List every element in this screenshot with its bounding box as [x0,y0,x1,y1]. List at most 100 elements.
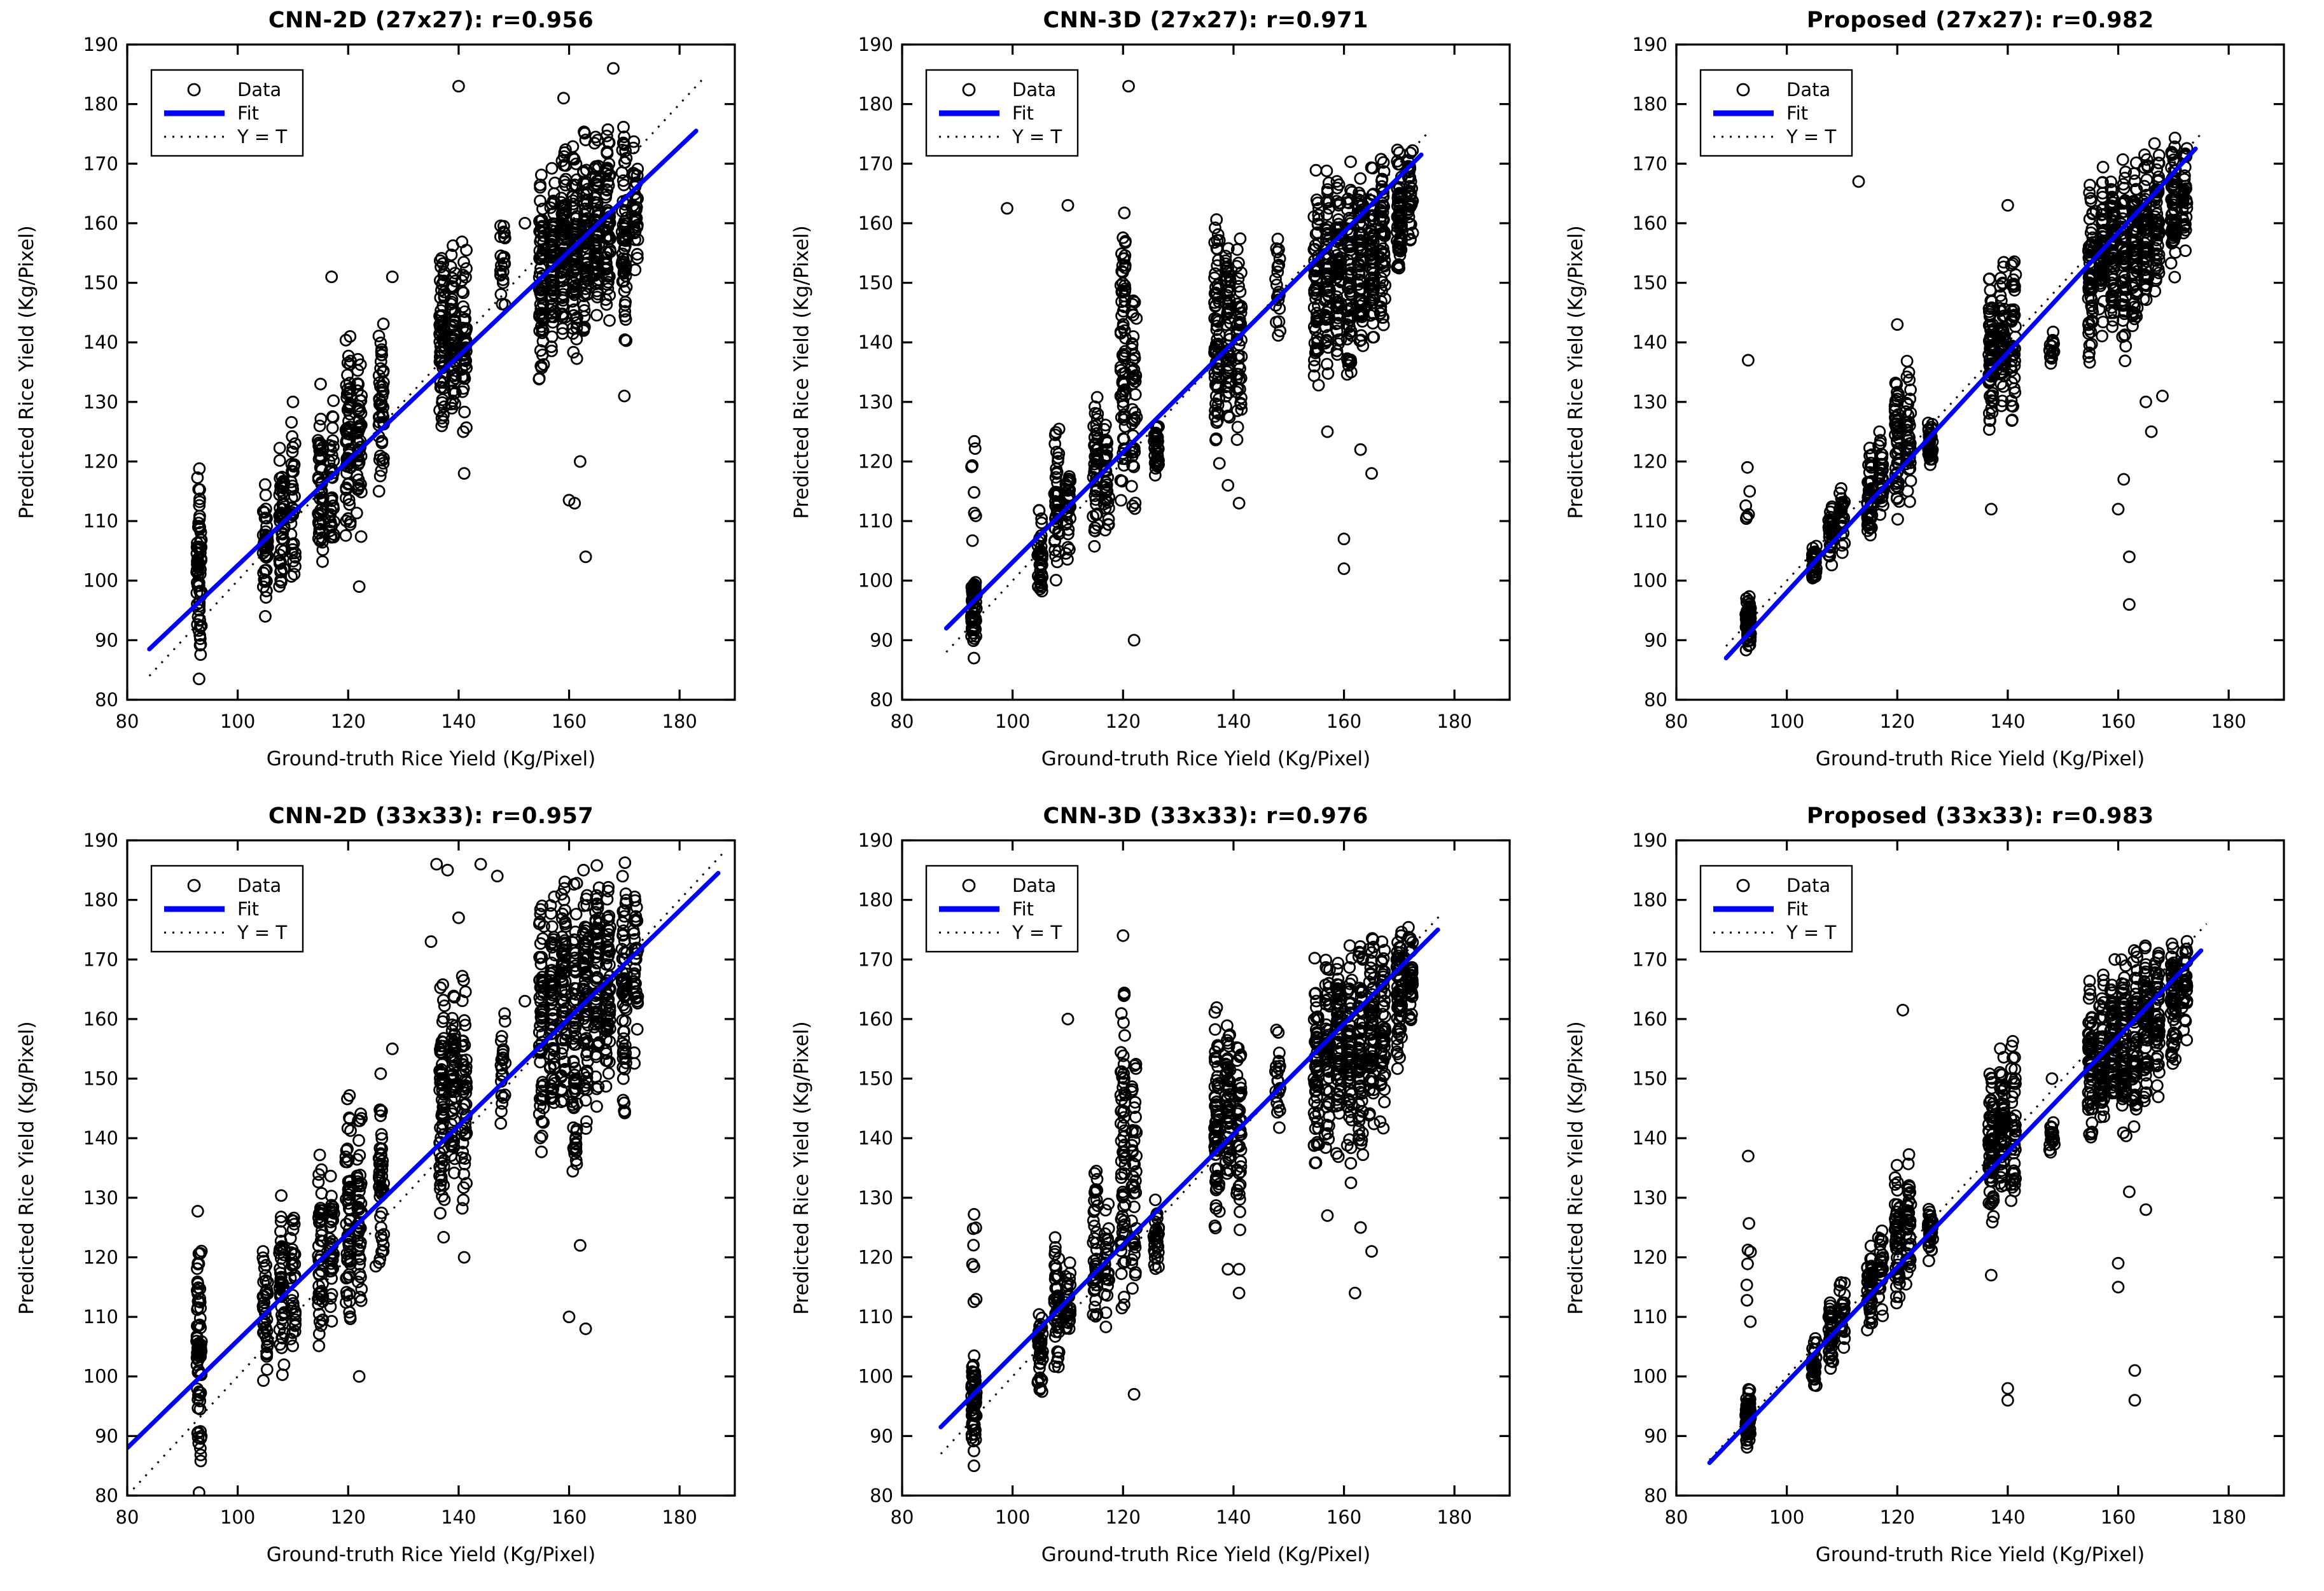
svg-text:140: 140 [1632,331,1667,353]
legend-data-marker-icon [1736,879,1750,892]
svg-text:160: 160 [858,212,893,234]
scatter-plot-canvas: 80 100 120 140 160 18080901001101201301401501… [790,34,1511,770]
subplot-title: CNN-3D (27x27): r=0.971 [1043,8,1368,33]
legend-label: Data [1012,79,1056,101]
svg-text:160: 160 [83,1008,118,1029]
scatter-plot-canvas: 80 100 120 140 160 18080901001101201301401501… [1564,830,2285,1566]
x-tick-labels: 80 100 120 140 160 180 [1665,711,2246,732]
svg-text:80: 80 [95,689,118,711]
svg-text:110: 110 [83,1306,118,1328]
svg-text:90: 90 [95,1425,118,1447]
axis-ticks [901,838,1510,1497]
fit-line [147,129,699,651]
svg-text:120: 120 [331,711,366,732]
svg-text:110: 110 [83,510,118,532]
svg-text:100: 100 [83,1365,118,1387]
svg-text:140: 140 [83,331,118,353]
subplot-cnn3d-27x27: 80 100 120 140 160 180 80 90 100 110 120 130 140 150 1… [775,0,1549,795]
svg-text:140: 140 [1216,711,1251,732]
legend-data-marker-icon [962,83,976,97]
svg-text:100: 100 [1632,570,1667,592]
legend-label: Y = T [1786,922,1836,943]
legend-data-marker-icon [962,879,976,892]
subplot-title: CNN-2D (33x33): r=0.957 [268,803,594,829]
axis-ticks [126,43,735,701]
svg-text:100: 100 [995,711,1030,732]
svg-text:180: 180 [662,711,697,732]
x-axis-label: Ground-truth Rice Yield (Kg/Pixel) [267,747,596,770]
svg-text:190: 190 [83,34,118,55]
identity-line [148,80,703,677]
axis-ticks [126,838,735,1497]
legend-label: Fit [1786,898,1808,920]
svg-text:190: 190 [1632,34,1667,55]
x-tick-labels: 80 100 120 140 160 180 [116,711,697,732]
svg-text:120: 120 [1880,711,1915,732]
legend-data-marker-icon [187,879,201,892]
svg-text:150: 150 [83,1067,118,1089]
subplot-title: CNN-2D (27x27): r=0.956 [268,8,594,33]
svg-text:180: 180 [858,94,893,115]
svg-text:160: 160 [83,212,118,234]
svg-text:120: 120 [1105,711,1140,732]
svg-text:90: 90 [95,629,118,651]
svg-text:190: 190 [858,34,893,55]
fit-line [1707,948,2204,1465]
scatter-plot-canvas: 80 100 120 140 160 18080901001101201301401501… [15,34,736,770]
svg-text:80: 80 [95,1485,118,1506]
svg-text:150: 150 [1632,272,1667,294]
svg-text:90: 90 [870,629,893,651]
svg-text:180: 180 [83,889,118,910]
x-axis-label: Ground-truth Rice Yield (Kg/Pixel) [1816,747,2145,770]
svg-text:180: 180 [2211,711,2246,732]
svg-text:130: 130 [83,1186,118,1208]
svg-text:170: 170 [83,948,118,970]
axis-ticks [901,43,1510,701]
legend-label: Data [1012,875,1056,896]
svg-text:140: 140 [1991,711,2026,732]
svg-text:150: 150 [83,272,118,294]
axis-ticks [1675,838,2285,1497]
legend-data-marker-icon [187,83,201,97]
svg-text:180: 180 [1437,711,1472,732]
axes-box [1675,838,2285,1497]
subplot-cnn2d-33x33: 80 100 120 140 160 180 80 90 100 110 120 130 140 150 1… [0,796,774,1591]
subplot-proposed-33x33: 80 100 120 140 160 180 80 90 100 110 120 130 140 150 1… [1549,796,2323,1591]
subplot-title: CNN-3D (33x33): r=0.976 [1043,803,1368,829]
identity-line [1709,922,2208,1461]
subplot-title: Proposed (27x27): r=0.982 [1806,8,2154,33]
plot-area [1723,131,2202,660]
svg-text:80: 80 [870,689,893,711]
x-axis-label: Ground-truth Rice Yield (Kg/Pixel) [1816,1543,2145,1566]
legend-label: Data [1786,79,1830,101]
legend-label: Data [1786,875,1830,896]
x-tick-labels: 80 100 120 140 160 180 [116,1506,697,1528]
plot-area [943,80,1428,665]
y-axis-label: Predicted Rice Yield (Kg/Pixel) [1564,1021,1587,1315]
scatter-points [964,80,1419,665]
svg-text:180: 180 [1632,94,1667,115]
y-axis-label: Predicted Rice Yield (Kg/Pixel) [790,1021,813,1315]
svg-text:110: 110 [1632,510,1667,532]
svg-text:150: 150 [858,272,893,294]
legend-label: Y = T [1012,126,1062,148]
svg-text:120: 120 [83,1246,118,1268]
svg-text:80: 80 [1665,711,1688,732]
scatter-plot-canvas: 80 100 120 140 160 18080901001101201301401501… [790,830,1511,1566]
svg-text:100: 100 [220,1506,255,1528]
svg-text:100: 100 [1769,711,1804,732]
legend-label: Fit [237,102,259,124]
svg-text:80: 80 [116,1506,139,1528]
legend-label: Fit [1786,102,1808,124]
